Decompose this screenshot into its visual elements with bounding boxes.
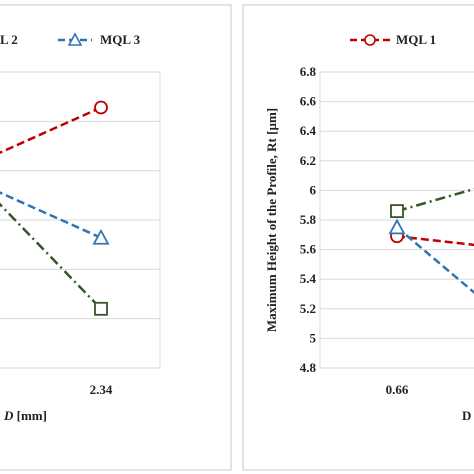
right-y-tick-label: 6: [310, 182, 317, 197]
right-y-tick-label: 5.6: [300, 242, 317, 257]
right-y-tick-label: 6.2: [300, 153, 316, 168]
right-y-tick-label: 6.4: [300, 123, 317, 138]
right-y-tick-label: 5.4: [300, 271, 317, 286]
right-mql3-point: [388, 218, 406, 235]
right-y-tick-label: 4.8: [300, 360, 317, 375]
left-panel: L 2 MQL 3 2.34 D [mm]: [0, 4, 232, 471]
right-mql2-line: [396, 187, 474, 213]
right-legend-mql1-label: MQL 1: [396, 32, 436, 47]
left-panel-frame: [0, 4, 232, 471]
left-x-tick-label: 2.34: [90, 382, 113, 397]
right-y-tick-label: 5.2: [300, 301, 316, 316]
right-panel: 4.8 5 5.2 5.4 5.6 5.8 6 6.2 6.4 6.6 6.8 MQL 1 Maxi…: [242, 4, 474, 471]
left-series-markers: [92, 100, 110, 316]
right-x-tick-label: 0.66: [386, 382, 409, 397]
left-legend-mql3-triangle-marker: [67, 32, 83, 46]
right-mql2-point: [390, 204, 404, 219]
left-mql3-line: [0, 191, 102, 239]
left-x-axis-title: D [mm]: [3, 408, 47, 423]
right-legend-mql1-circle-marker: [364, 34, 376, 46]
right-y-tick-labels: 4.8 5 5.2 5.4 5.6 5.8 6 6.2 6.4 6.6 6.8: [300, 64, 317, 375]
left-legend-mql2-label: L 2: [0, 32, 18, 47]
left-mql2-point: [94, 301, 108, 316]
right-y-tick-label: 5: [310, 330, 317, 345]
left-mql1-line: [0, 106, 102, 155]
right-x-axis-title: D: [462, 408, 471, 423]
right-y-tick-label: 6.8: [300, 64, 317, 79]
right-series-markers: [388, 204, 406, 244]
right-mql1-line: [396, 235, 474, 247]
left-mql3-point: [92, 228, 110, 245]
left-series-lines: [0, 106, 102, 310]
left-legend-mql3-label: MQL 3: [100, 32, 141, 47]
left-mql2-line: [0, 202, 102, 310]
right-mql3-line: [396, 226, 474, 294]
left-legend: L 2 MQL 3: [0, 32, 141, 47]
right-gridlines: [319, 71, 474, 369]
left-mql1-point: [94, 100, 108, 115]
right-panel-frame: [242, 4, 474, 471]
right-y-tick-label: 6.6: [300, 94, 317, 109]
left-gridlines: [0, 71, 161, 369]
right-series-lines: [396, 187, 474, 294]
right-y-axis-title: Maximum Height of the Profile, Rt [µm]: [264, 108, 279, 332]
right-y-tick-label: 5.8: [300, 212, 317, 227]
right-legend: MQL 1: [350, 32, 436, 47]
